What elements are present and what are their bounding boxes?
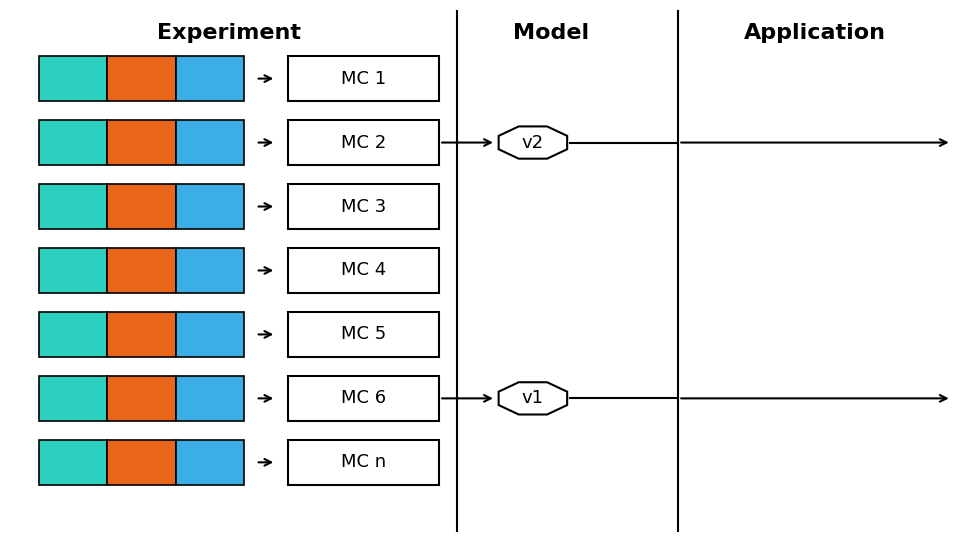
Bar xyxy=(176,376,244,421)
Bar xyxy=(107,376,176,421)
Text: MC 3: MC 3 xyxy=(341,197,386,216)
Text: Experiment: Experiment xyxy=(157,23,302,42)
Bar xyxy=(176,184,244,229)
Bar xyxy=(39,184,107,229)
Bar xyxy=(39,440,107,485)
Text: MC 1: MC 1 xyxy=(341,69,386,88)
Bar xyxy=(288,248,439,293)
Bar xyxy=(107,248,176,293)
Bar xyxy=(176,248,244,293)
Polygon shape xyxy=(499,382,567,415)
Bar xyxy=(288,376,439,421)
Bar xyxy=(288,184,439,229)
Bar xyxy=(107,184,176,229)
Bar xyxy=(176,56,244,101)
Bar xyxy=(107,56,176,101)
Bar xyxy=(107,440,176,485)
Bar xyxy=(176,312,244,357)
Bar xyxy=(288,56,439,101)
Bar xyxy=(107,120,176,165)
Text: MC n: MC n xyxy=(341,453,386,472)
Bar xyxy=(288,120,439,165)
Bar xyxy=(39,248,107,293)
Text: MC 2: MC 2 xyxy=(341,133,386,152)
Text: Application: Application xyxy=(744,23,886,42)
Bar xyxy=(288,440,439,485)
Bar xyxy=(39,376,107,421)
Bar xyxy=(107,312,176,357)
Text: v1: v1 xyxy=(522,389,544,408)
Bar xyxy=(288,312,439,357)
Bar xyxy=(39,56,107,101)
Text: v2: v2 xyxy=(522,133,544,152)
Text: MC 5: MC 5 xyxy=(341,325,386,344)
Text: MC 6: MC 6 xyxy=(341,389,386,408)
Bar xyxy=(39,312,107,357)
Text: Model: Model xyxy=(513,23,590,42)
Bar xyxy=(176,440,244,485)
Text: MC 4: MC 4 xyxy=(341,261,386,280)
Bar xyxy=(39,120,107,165)
Polygon shape xyxy=(499,126,567,159)
Bar xyxy=(176,120,244,165)
